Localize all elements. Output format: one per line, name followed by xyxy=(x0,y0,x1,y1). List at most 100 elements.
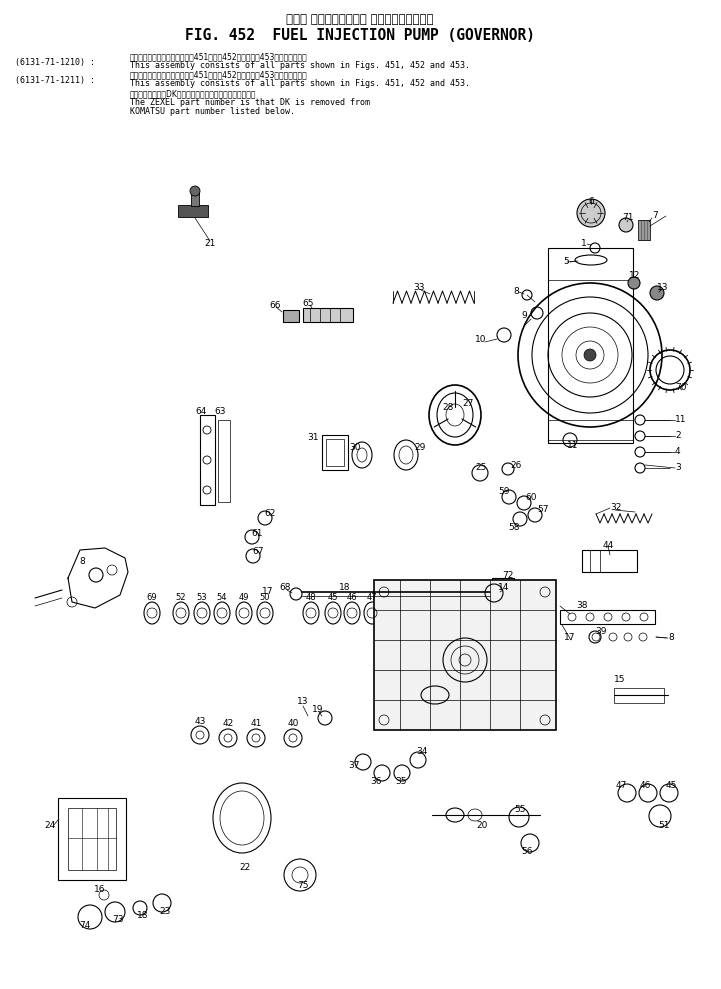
Bar xyxy=(218,420,230,502)
Text: 17: 17 xyxy=(565,633,576,642)
Text: 59: 59 xyxy=(498,487,510,495)
Text: 5: 5 xyxy=(563,257,569,266)
Text: 19: 19 xyxy=(312,705,324,714)
Text: 43: 43 xyxy=(195,716,205,726)
Text: 46: 46 xyxy=(640,781,650,790)
Text: 27: 27 xyxy=(462,399,474,407)
Text: 14: 14 xyxy=(498,584,510,592)
Text: 18: 18 xyxy=(137,912,149,921)
Text: 47: 47 xyxy=(367,593,377,602)
Text: 45: 45 xyxy=(328,593,338,602)
Circle shape xyxy=(628,277,640,289)
Text: FIG. 452  FUEL INJECTION PUMP (GOVERNOR): FIG. 452 FUEL INJECTION PUMP (GOVERNOR) xyxy=(185,28,535,43)
Text: 42: 42 xyxy=(222,720,234,729)
Text: 25: 25 xyxy=(475,463,487,472)
Text: 4: 4 xyxy=(675,447,681,457)
Bar xyxy=(548,248,633,443)
Text: 34: 34 xyxy=(416,748,428,757)
Text: 7: 7 xyxy=(652,212,658,221)
Bar xyxy=(303,308,353,322)
Text: This assembly consists of all parts shown in Figs. 451, 452 and 453.: This assembly consists of all parts show… xyxy=(130,79,470,88)
Text: 55: 55 xyxy=(514,805,526,815)
Text: 8: 8 xyxy=(668,634,673,643)
Text: 57: 57 xyxy=(537,505,549,514)
Text: 32: 32 xyxy=(610,503,622,512)
Text: 8: 8 xyxy=(513,287,519,296)
Text: KOMATSU part number listed below.: KOMATSU part number listed below. xyxy=(130,107,295,116)
Text: 67: 67 xyxy=(252,548,264,557)
Text: 52: 52 xyxy=(176,593,186,602)
Text: 73: 73 xyxy=(112,916,124,925)
Bar xyxy=(560,610,655,624)
Text: 18: 18 xyxy=(340,583,350,591)
Text: 13: 13 xyxy=(658,283,669,292)
Text: 46: 46 xyxy=(347,593,358,602)
Text: 品番のメーカ記号DKを引いたものがゼクセルの品番です。: 品番のメーカ記号DKを引いたものがゼクセルの品番です。 xyxy=(130,89,257,98)
Text: 37: 37 xyxy=(348,762,360,770)
Text: 22: 22 xyxy=(239,863,251,872)
Text: 48: 48 xyxy=(306,593,317,602)
Bar xyxy=(638,220,650,240)
Text: 56: 56 xyxy=(521,848,533,856)
Text: 68: 68 xyxy=(279,584,291,592)
Text: 9: 9 xyxy=(521,312,527,320)
Text: 23: 23 xyxy=(159,908,171,917)
Circle shape xyxy=(650,286,664,300)
Text: 74: 74 xyxy=(79,921,91,930)
Text: 26: 26 xyxy=(510,462,522,471)
Text: フェル インジェクション ポンプ　ガ　バ　ナ: フェル インジェクション ポンプ ガ バ ナ xyxy=(286,13,434,26)
Text: 35: 35 xyxy=(395,776,407,785)
Text: 1: 1 xyxy=(581,238,587,247)
Text: このアセンブリの構成部品は第451図、第452図および第453図を含みます。: このアセンブリの構成部品は第451図、第452図および第453図を含みます。 xyxy=(130,70,308,79)
Text: 61: 61 xyxy=(251,528,262,537)
Text: 38: 38 xyxy=(576,601,588,610)
Text: This assembly consists of all parts shown in Figs. 451, 452 and 453.: This assembly consists of all parts show… xyxy=(130,61,470,70)
Ellipse shape xyxy=(213,783,271,853)
Text: 11: 11 xyxy=(675,415,686,424)
Text: 13: 13 xyxy=(297,697,309,706)
Bar xyxy=(178,205,208,217)
Text: 30: 30 xyxy=(349,443,360,453)
Text: 6: 6 xyxy=(588,198,594,207)
Text: 70: 70 xyxy=(675,384,686,393)
Text: 49: 49 xyxy=(239,593,249,602)
Bar xyxy=(326,439,344,466)
Circle shape xyxy=(619,218,633,232)
Text: 15: 15 xyxy=(614,675,626,684)
Text: 17: 17 xyxy=(262,586,274,595)
Text: 53: 53 xyxy=(197,593,208,602)
Circle shape xyxy=(190,186,200,196)
Text: 60: 60 xyxy=(526,494,536,502)
Text: 11: 11 xyxy=(567,440,579,449)
Text: 33: 33 xyxy=(413,283,425,292)
Text: 20: 20 xyxy=(477,821,487,830)
Text: 12: 12 xyxy=(629,272,641,281)
Bar xyxy=(374,580,556,730)
Text: 36: 36 xyxy=(371,776,381,785)
Bar xyxy=(68,808,116,870)
Text: 54: 54 xyxy=(217,593,227,602)
Text: 62: 62 xyxy=(265,509,275,518)
Text: 16: 16 xyxy=(94,884,106,893)
Text: 21: 21 xyxy=(204,238,216,247)
Text: 44: 44 xyxy=(602,542,614,551)
Text: (6131-71-1211) :: (6131-71-1211) : xyxy=(15,76,95,85)
Text: The ZEXEL part number is that DK is removed from: The ZEXEL part number is that DK is remo… xyxy=(130,98,370,107)
Text: 51: 51 xyxy=(658,821,670,830)
Text: 40: 40 xyxy=(287,720,298,729)
Text: 41: 41 xyxy=(250,720,262,729)
Bar xyxy=(492,578,514,600)
Text: 58: 58 xyxy=(508,522,520,531)
Text: 75: 75 xyxy=(297,881,309,890)
Bar xyxy=(283,310,299,322)
Text: 71: 71 xyxy=(622,214,634,223)
Text: (6131-71-1210) :: (6131-71-1210) : xyxy=(15,58,95,67)
Text: 66: 66 xyxy=(269,301,280,310)
Text: 39: 39 xyxy=(596,627,607,637)
Text: 69: 69 xyxy=(146,593,157,602)
Text: 45: 45 xyxy=(665,781,677,790)
Text: 72: 72 xyxy=(503,572,513,581)
Bar xyxy=(614,688,664,703)
Text: 28: 28 xyxy=(442,403,454,411)
Bar xyxy=(200,415,215,505)
